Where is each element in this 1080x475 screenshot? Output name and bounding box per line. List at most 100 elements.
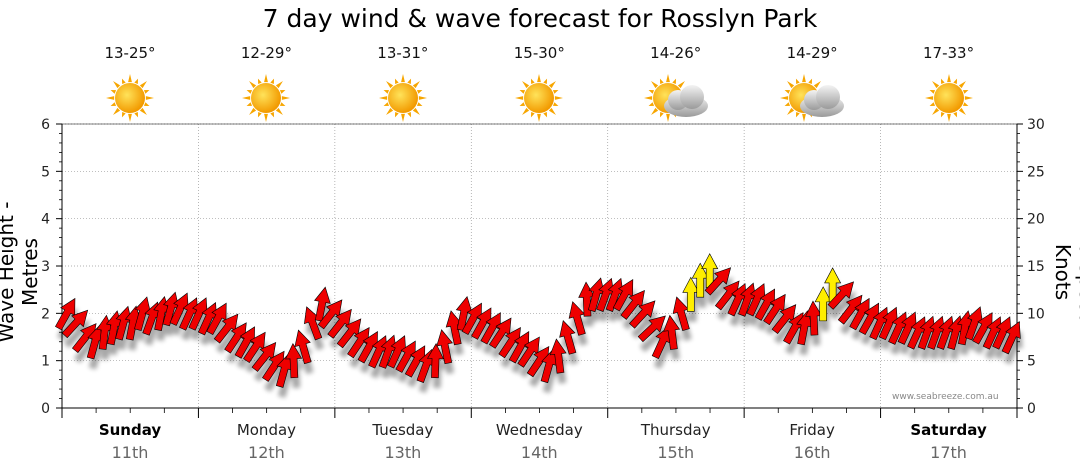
day-temp-range: 14-26° [650,44,702,62]
day-name-label: Friday [789,421,835,439]
wind-arrow [134,296,152,332]
wind-arrow [972,312,993,345]
wind-arrow [1001,320,1021,355]
left-tick-label: 2 [41,306,50,322]
chart-title: 7 day wind & wave forecast for Rosslyn P… [262,4,818,33]
day-name-label: Tuesday [372,421,434,439]
wind-arrow [317,299,343,330]
sun-icon [198,72,334,122]
right-tick-label: 5 [1027,354,1036,370]
left-tick-label: 4 [41,212,50,228]
wind-arrow [336,318,362,349]
wind-arrow [663,314,681,350]
wind-arrow [827,281,854,310]
day-date-label: 14th [520,443,558,462]
day-temp-range: 13-25° [104,44,156,62]
day-temp-range: 14-29° [786,44,838,62]
wind-arrow [620,289,645,320]
right-tick-label: 15 [1027,259,1045,275]
wind-arrow [771,304,797,335]
right-tick-label: 25 [1027,164,1045,180]
left-tick-label: 0 [41,401,50,417]
wind-arrow [849,297,870,331]
wind-arrows [55,253,1021,388]
wind-arrow [436,329,453,365]
wind-arrow [517,336,540,368]
wind-arrow [858,302,879,336]
left-tick-label: 3 [41,259,50,275]
wind-arrow [568,301,586,336]
day-date-label: 13th [384,443,422,462]
day-name-label: Wednesday [495,421,583,439]
right-tick-label: 10 [1027,306,1045,322]
sun-icon [62,72,198,122]
wind-arrow [763,293,786,326]
wind-arrow [549,338,567,374]
wind-arrow [314,286,331,322]
wind-arrow [837,294,863,325]
wind-arrow [234,326,255,359]
wind-arrow [964,306,984,341]
wind-arrow [637,315,666,343]
right-tick-label: 0 [1027,401,1036,417]
day-date-label: 15th [657,443,695,462]
wind-arrow-strong [691,262,709,298]
wind-arrow [805,300,823,336]
day-name-label: Sunday [98,421,162,439]
wind-arrow [243,331,266,363]
wind-arrow [285,343,303,379]
wind-arrow [213,313,239,344]
left-tick-label: 5 [41,164,50,180]
wind-arrow [672,296,690,332]
wind-arrow [251,342,277,372]
left-tick-label: 1 [41,354,50,370]
wind-arrow [629,300,656,329]
wind-arrow [224,322,247,354]
wind-arrow [704,267,732,296]
sun-icon [471,72,607,122]
wind-arrow [206,302,227,336]
wind-arrow [461,302,482,336]
wind-arrow [427,343,445,379]
wind-arrow [404,345,426,378]
wind-arrow [897,311,917,345]
wind-arrow [559,320,577,355]
wind-arrow [508,331,530,364]
wind-arrow [347,327,370,359]
day-date-label: 16th [793,443,831,462]
watermark: www.seabreeze.com.au [892,392,999,402]
wind-arrow [480,312,501,345]
day-temp-range: 17-33° [923,44,975,62]
day-date-label: 12th [248,443,285,462]
wind-arrow [878,306,898,341]
chart-axes: 0 01 52 103 154 205 256 30 [41,117,1045,418]
sun-icon [335,72,471,122]
wind-arrow [488,317,512,349]
partly-cloudy-icon [608,72,744,122]
wind-arrow [304,306,323,341]
wind-arrow [395,340,416,373]
day-date-label: 11th [111,443,149,462]
right-tick-label: 30 [1027,117,1045,133]
wind-arrow [55,297,76,331]
wind-arrow [188,297,208,331]
day-name-label: Thursday [640,421,711,439]
sun-icon [881,72,1017,122]
wind-arrow [471,307,492,340]
wind-arrow [294,329,312,365]
wind-arrow [498,327,521,359]
wind-arrow [61,309,89,339]
wind-arrow [327,308,352,339]
day-temp-range: 15-30° [513,44,565,62]
left-tick-label: 6 [41,117,50,133]
day-temp-range: 13-31° [377,44,429,62]
day-name-label: Monday [236,421,297,439]
right-tick-label: 20 [1027,212,1045,228]
day-date-label: 17th [930,443,967,462]
partly-cloudy-icon [744,72,880,122]
day-temp-range: 12-29° [240,44,292,62]
wind-arrow [357,331,378,364]
wind-arrow [612,278,634,312]
day-name-label: Saturday [910,421,987,439]
